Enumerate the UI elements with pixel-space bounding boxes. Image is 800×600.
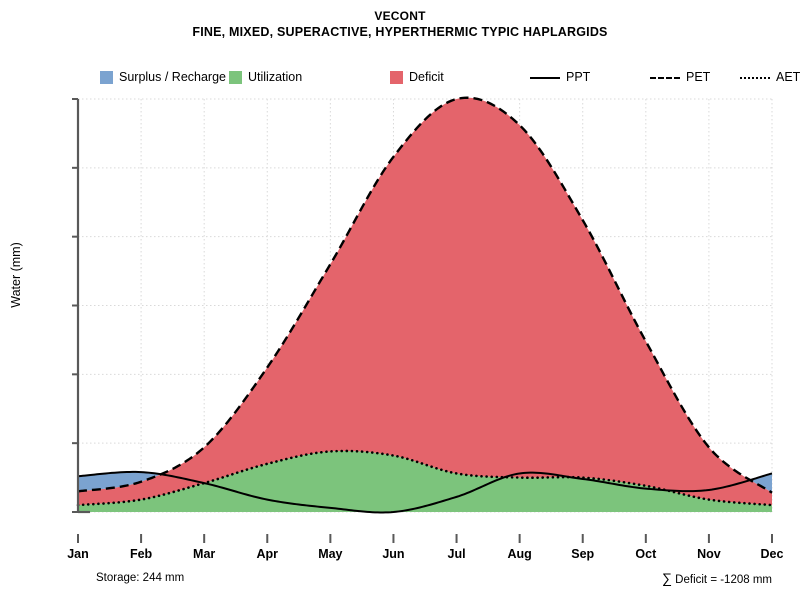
sum-deficit-text: Deficit = -1208 mm [675, 574, 772, 586]
legend-item-utilization: Utilization [229, 68, 302, 86]
x-tick-label-jun: Jun [382, 547, 405, 561]
legend-label-deficit: Deficit [409, 70, 444, 84]
x-tick-label-sep: Sep [571, 547, 595, 561]
surplus-color-swatch [100, 70, 113, 84]
ppt-line-swatch [530, 71, 560, 84]
aet-line [76, 449, 774, 507]
legend-item-ppt: PPT [530, 68, 590, 86]
x-tick-label-may: May [318, 547, 343, 561]
legend-label-surplus: Surplus / Recharge [119, 70, 227, 84]
storage-annotation: Storage: 244 mm [96, 572, 185, 584]
x-tick-label-jan: Jan [67, 547, 89, 561]
utilization-color-swatch [229, 70, 242, 84]
legend-label-ppt: PPT [566, 70, 591, 84]
x-tick-label-dec: Dec [760, 547, 784, 561]
legend-label-pet: PET [686, 70, 711, 84]
legend-item-surplus: Surplus / Recharge [100, 68, 226, 86]
legend-item-pet: PET [650, 68, 710, 86]
pet-line-swatch [650, 71, 680, 84]
legend-label-utilization: Utilization [248, 70, 303, 84]
deficit-color-swatch [390, 70, 403, 84]
title-line-2: FINE, MIXED, SUPERACTIVE, HYPERTHERMIC T… [192, 25, 608, 39]
x-tick-label-apr: Apr [256, 547, 279, 561]
legend-item-aet: AET [740, 68, 800, 86]
legend-label-aet: AET [776, 70, 800, 84]
sigma-icon: ∑ [661, 570, 672, 586]
deficit-area [78, 97, 772, 506]
legend-item-deficit: Deficit [390, 68, 444, 86]
x-tick-label-jul: Jul [447, 547, 466, 561]
x-tick-label-oct: Oct [635, 547, 657, 561]
aet-line-swatch [740, 71, 770, 84]
sum-deficit-annotation: ∑ Deficit = -1208 mm [662, 570, 772, 586]
chart-legend: Surplus / Recharge Utilization Deficit P… [100, 68, 800, 86]
x-tick-label-feb: Feb [129, 547, 153, 561]
x-tick-label-aug: Aug [507, 547, 532, 561]
ppt-line [77, 470, 773, 514]
x-tick-label-nov: Nov [697, 547, 721, 561]
title-line-1: VECONT [374, 9, 426, 23]
x-tick-label-mar: Mar [193, 547, 216, 561]
surplus-area [750, 473, 772, 493]
chart-title: VECONT FINE, MIXED, SUPERACTIVE, HYPERTH… [0, 8, 800, 40]
surplus-area [78, 471, 160, 492]
pet-line [77, 96, 773, 494]
